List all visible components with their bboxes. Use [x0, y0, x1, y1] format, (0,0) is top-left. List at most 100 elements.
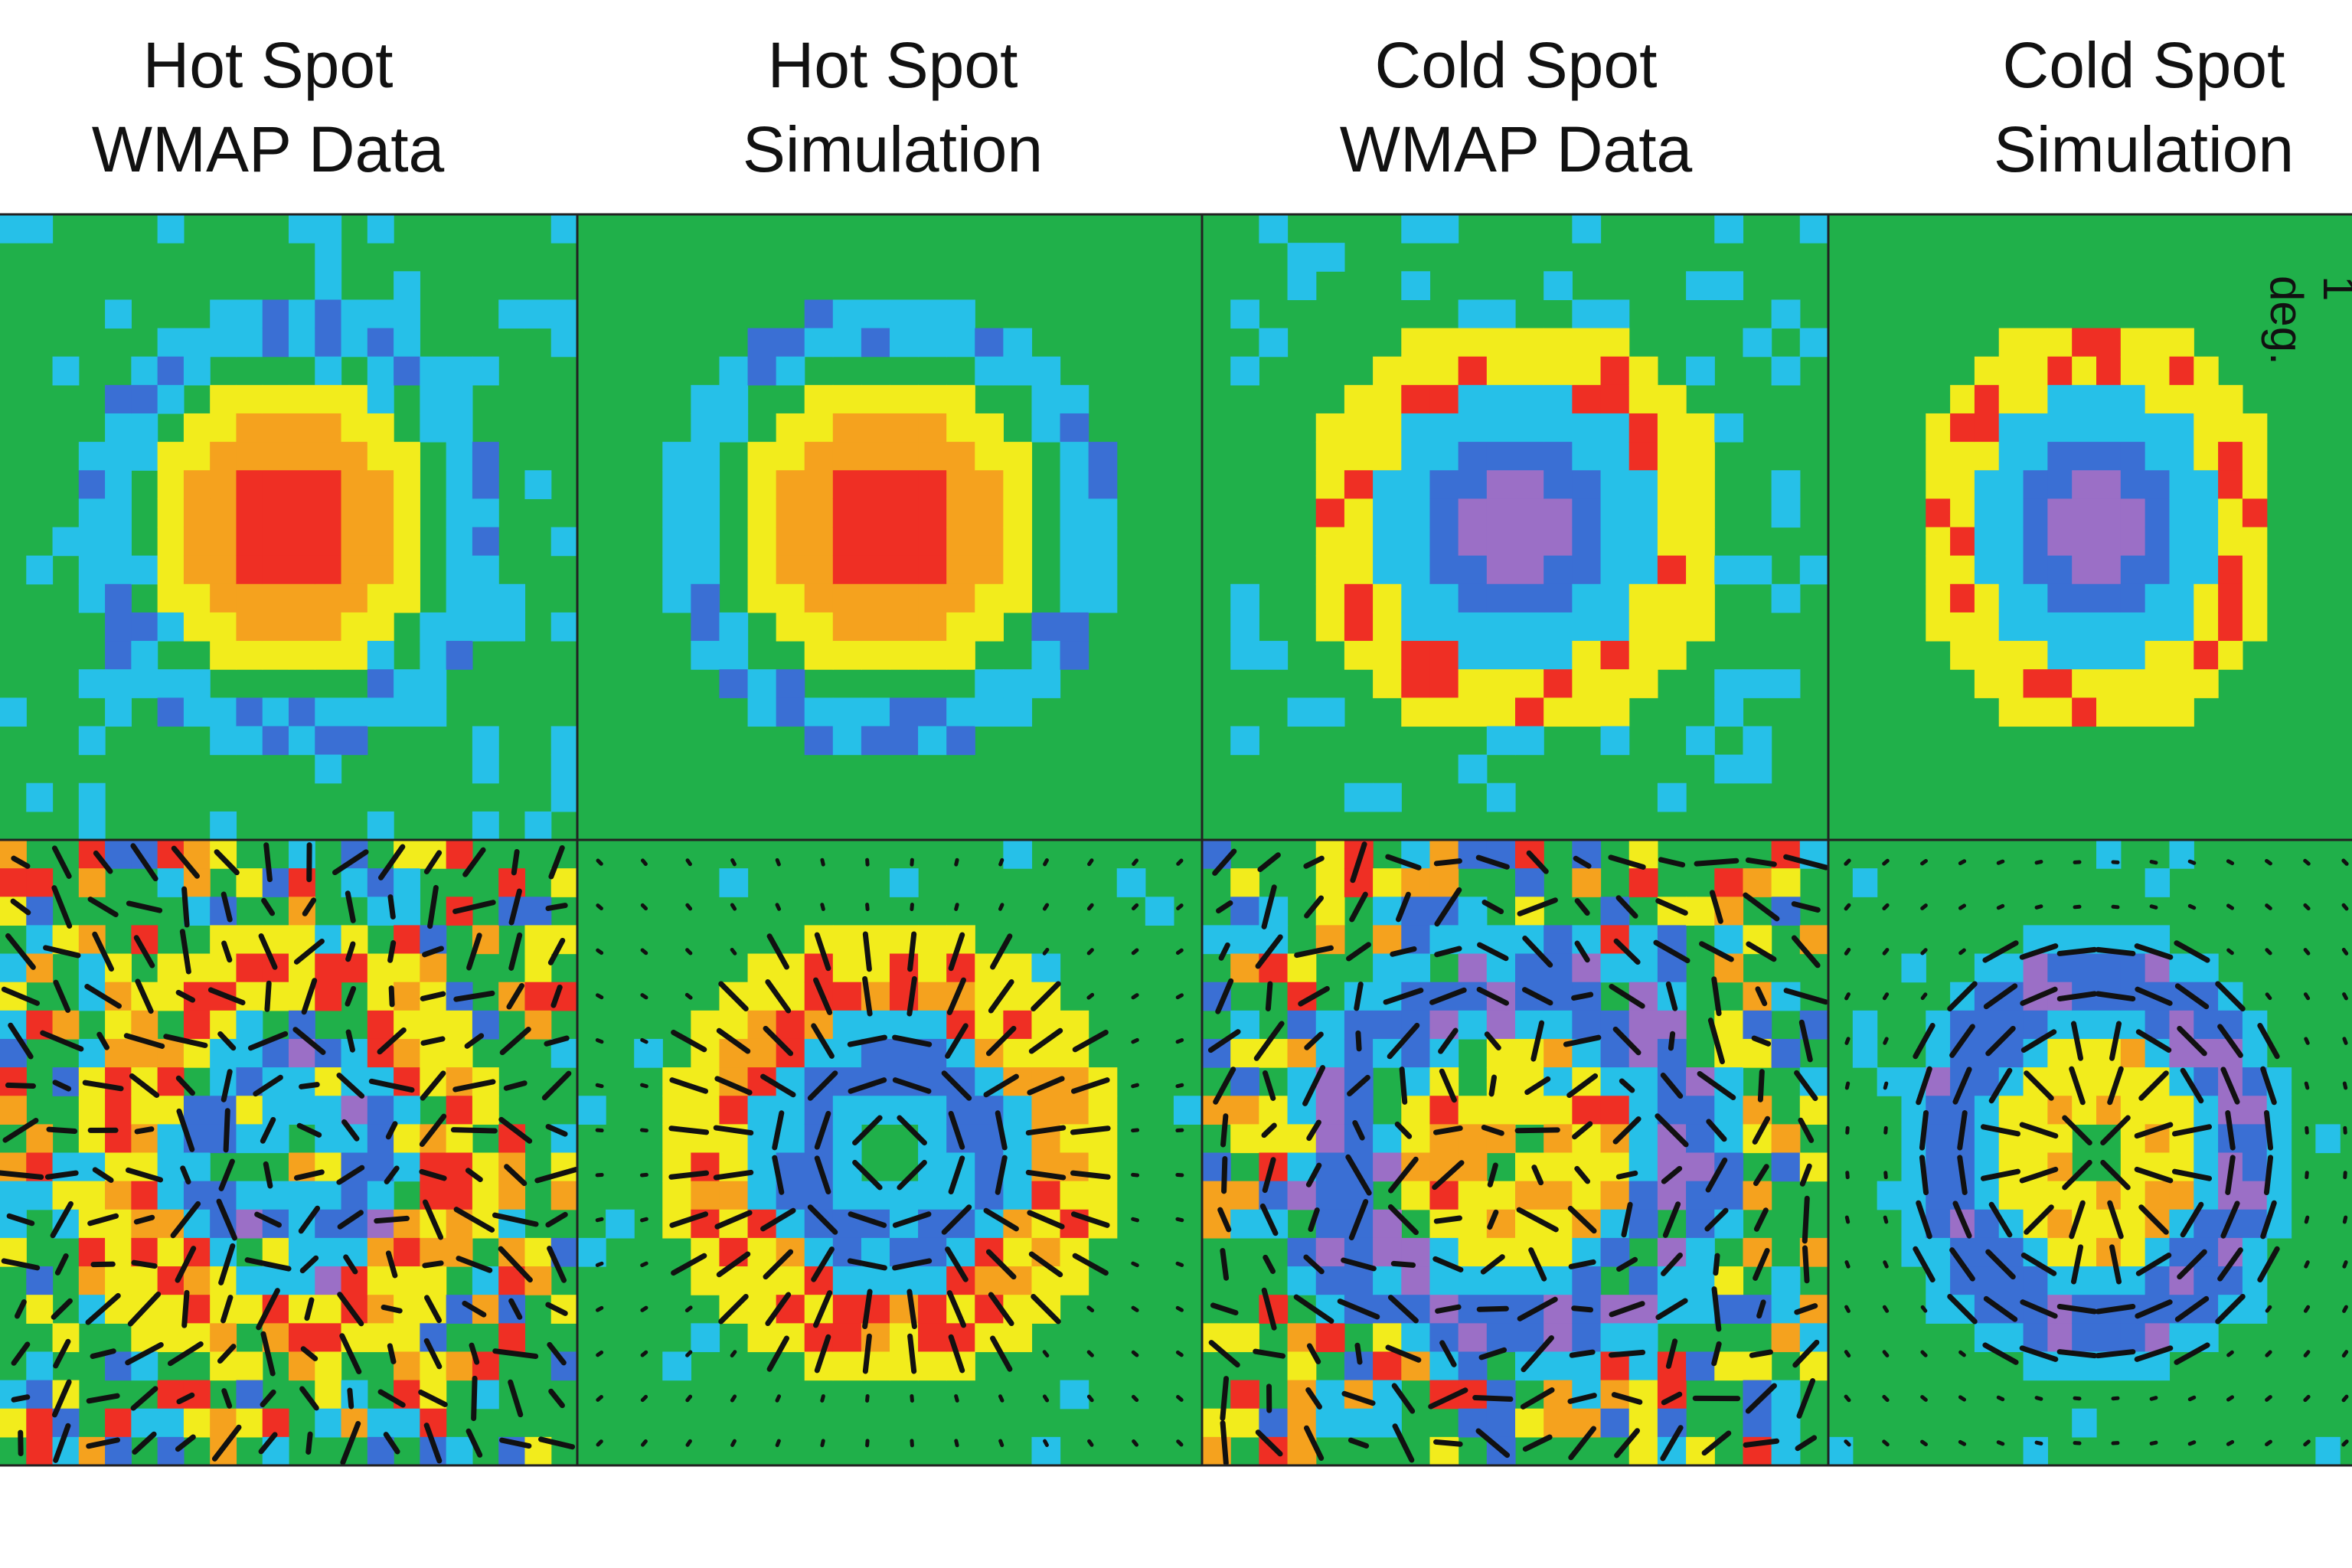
temperature-cell: [210, 299, 237, 329]
temperature-cell: [2169, 1323, 2194, 1353]
column-title-cold-sim: Cold Spot Simulation: [1876, 23, 2352, 191]
polarization-stick: [2342, 1215, 2348, 1224]
temperature-cell: [157, 1436, 185, 1466]
temperature-cell: [1686, 612, 1715, 642]
temperature-cell: [1926, 470, 1951, 499]
temperature-cell: [2072, 669, 2097, 698]
temperature-cell: [0, 697, 27, 727]
temperature-cell: [832, 982, 862, 1011]
temperature-cell: [394, 527, 420, 557]
temperature-cell: [1003, 1152, 1033, 1182]
polarization-stick: [545, 1123, 568, 1137]
polarization-stick: [640, 1261, 648, 1268]
temperature-cell: [1714, 1124, 1744, 1154]
polarization-stick: [669, 1077, 709, 1094]
temperature-cell: [2120, 669, 2146, 698]
polarization-stick: [1704, 1207, 1729, 1232]
temperature-cell: [1315, 1237, 1345, 1267]
temperature-cell: [1003, 328, 1033, 358]
temperature-cell: [394, 868, 420, 897]
polarization-stick: [1983, 983, 2018, 1010]
polarization-stick: [1176, 1439, 1184, 1447]
temperature-cell: [1373, 498, 1402, 528]
temperature-cell: [2072, 1323, 2097, 1353]
temperature-cell: [289, 555, 315, 585]
temperature-cell: [131, 641, 158, 670]
temperature-cell: [1714, 1351, 1744, 1381]
polarization-stick: [1996, 1395, 2005, 1402]
polarization-stick: [1661, 1252, 1683, 1276]
temperature-cell: [1486, 782, 1516, 812]
temperature-cell: [1486, 470, 1516, 499]
temperature-cell: [394, 669, 420, 698]
temperature-cell: [2169, 384, 2194, 414]
temperature-cell: [472, 555, 499, 585]
temperature-cell: [420, 1266, 447, 1295]
polarization-stick: [2304, 1260, 2310, 1269]
polarization-stick: [892, 1258, 933, 1271]
polarization-stick: [2100, 1115, 2131, 1146]
polarization-stick: [263, 842, 273, 883]
polarization-stick: [2226, 1350, 2234, 1357]
polarization-stick: [1213, 1067, 1236, 1105]
temperature-cell: [0, 214, 27, 243]
polarization-stick: [892, 1034, 933, 1047]
polarization-stick: [1072, 1253, 1109, 1276]
temperature-cell: [1429, 868, 1459, 897]
temperature-cell: [890, 1266, 919, 1295]
polarization-stick: [2134, 1122, 2174, 1139]
temperature-cell: [2120, 470, 2146, 499]
polarization-stick: [713, 1169, 754, 1181]
temperature-cell: [1373, 470, 1402, 499]
temperature-cell: [157, 1408, 185, 1438]
polarization-stick: [1131, 1394, 1139, 1403]
polarization-stick: [2073, 1396, 2082, 1401]
polarization-stick: [216, 1198, 237, 1241]
temperature-cell: [1315, 840, 1345, 869]
polarization-stick: [1985, 1025, 2016, 1057]
temperature-cell: [2242, 470, 2268, 499]
temperature-cell: [1003, 1237, 1033, 1267]
temperature-cell: [315, 1408, 342, 1438]
temperature-cell: [1743, 726, 1772, 756]
temperature-cell: [2242, 1237, 2268, 1267]
polarization-stick: [1746, 941, 1777, 962]
polarization-stick: [954, 1439, 959, 1448]
temperature-cell: [2023, 356, 2048, 386]
polarization-stick: [1293, 1294, 1334, 1324]
temperature-cell: [446, 413, 473, 443]
temperature-cell: [804, 498, 834, 528]
temperature-cell: [262, 555, 289, 585]
polarization-stick: [906, 975, 917, 1017]
temperature-cell: [1544, 527, 1573, 557]
temperature-cell: [1714, 555, 1744, 585]
temperature-cell: [236, 384, 263, 414]
polarization-stick: [1957, 1110, 1968, 1151]
temperature-cell: [1572, 328, 1602, 358]
temperature-cell: [26, 1408, 54, 1438]
temperature-cell: [157, 953, 185, 983]
polarization-stick: [133, 1214, 155, 1225]
polarization-stick: [2109, 1021, 2122, 1061]
polarization-stick: [547, 1341, 567, 1366]
polarization-stick: [1796, 1378, 1816, 1419]
polarization-stick: [1947, 1293, 1978, 1325]
temperature-cell: [315, 1124, 342, 1154]
temperature-cell: [1401, 868, 1431, 897]
polarization-stick: [1916, 1200, 1932, 1240]
temperature-cell: [2120, 442, 2146, 471]
temperature-cell: [662, 1181, 691, 1210]
temperature-cell: [341, 527, 368, 557]
temperature-cell: [2096, 527, 2122, 557]
column-title-line1: Hot Spot: [767, 29, 1018, 101]
polarization-stick: [1475, 854, 1510, 870]
temperature-cell: [210, 811, 237, 841]
polarization-stick: [84, 984, 122, 1009]
polarization-stick: [1303, 1254, 1325, 1275]
temperature-cell: [210, 612, 237, 642]
temperature-cell: [472, 527, 499, 557]
temperature-cell: [2194, 555, 2219, 585]
temperature-cell: [1926, 498, 1951, 528]
temperature-cell: [2120, 1038, 2146, 1068]
temperature-cell: [747, 953, 777, 983]
